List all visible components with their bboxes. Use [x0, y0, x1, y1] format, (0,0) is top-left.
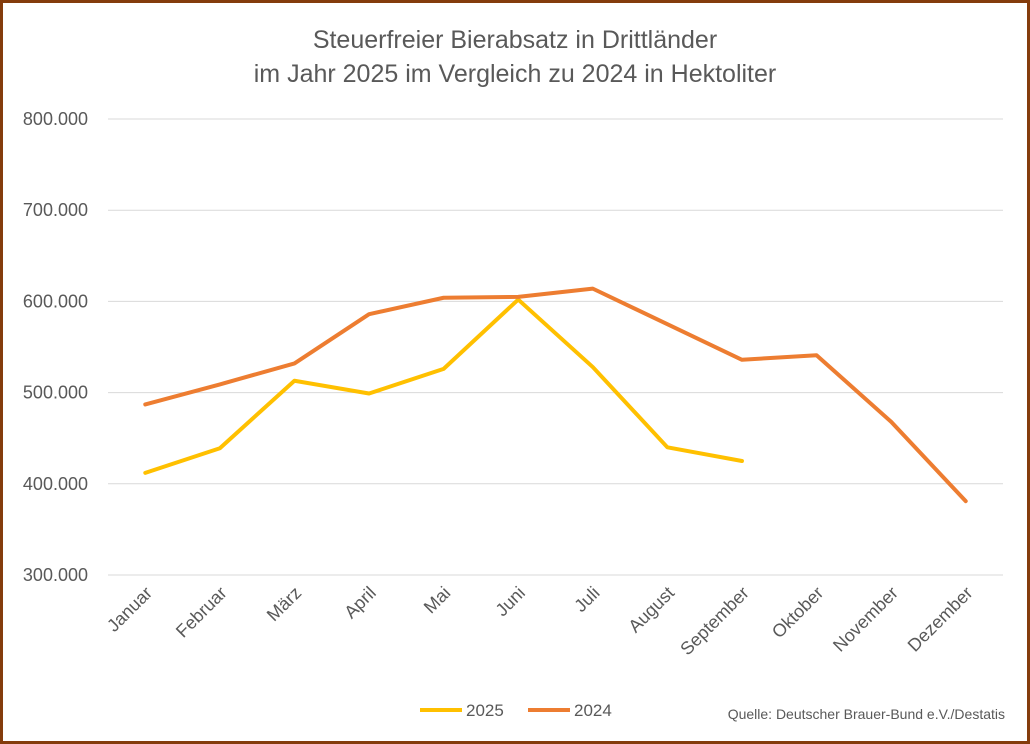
source-note: Quelle: Deutscher Brauer-Bund e.V./Desta… [728, 706, 1005, 722]
legend-label-2024: 2024 [574, 701, 612, 720]
x-tick-label: Oktober [768, 583, 827, 642]
legend-label-2025: 2025 [466, 701, 504, 720]
x-tick-label: Dezember [904, 583, 977, 656]
series-line-2024 [143, 286, 968, 504]
x-tick-label: April [340, 583, 380, 623]
x-tick-label: März [263, 583, 305, 625]
series-line-2025 [143, 297, 744, 475]
y-tick-label: 800.000 [23, 109, 88, 129]
x-tick-label: November [829, 583, 902, 656]
y-tick-label: 700.000 [23, 200, 88, 220]
x-tick-label: Januar [103, 583, 156, 636]
x-tick-label: September [676, 583, 752, 659]
x-tick-label: Juni [492, 583, 529, 620]
x-tick-label: Mai [420, 583, 455, 618]
chart-title-line-1: Steuerfreier Bierabsatz in Drittländer [313, 26, 717, 54]
x-tick-label: August [624, 583, 678, 637]
y-tick-label: 400.000 [23, 474, 88, 494]
x-tick-label: Februar [172, 583, 231, 642]
chart-title-line-2: im Jahr 2025 im Vergleich zu 2024 in Hek… [254, 60, 777, 88]
y-tick-label: 600.000 [23, 291, 88, 311]
y-tick-label: 500.000 [23, 383, 88, 403]
y-tick-label: 300.000 [23, 565, 88, 585]
x-tick-label: Juli [570, 583, 603, 616]
